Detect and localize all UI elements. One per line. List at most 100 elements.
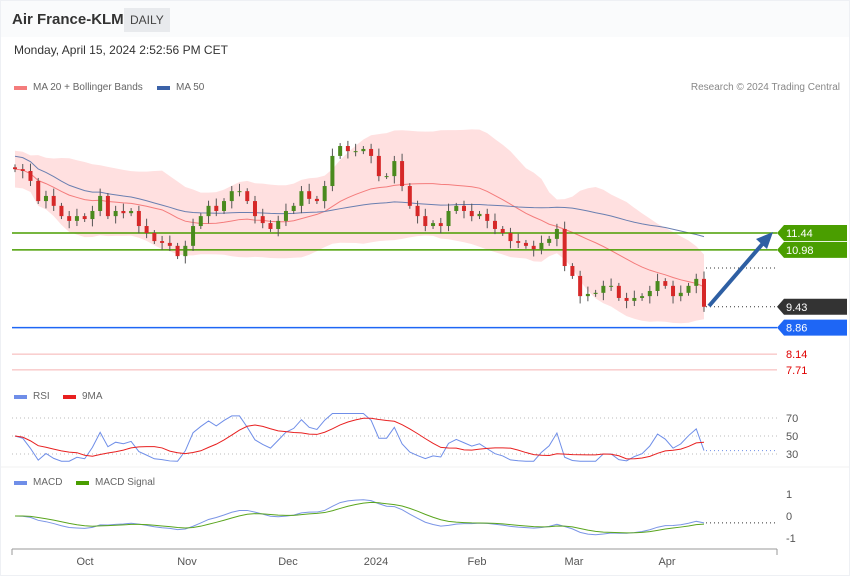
level-label-7.71: 7.71 [786,365,807,377]
legend-macd-signal-label: MACD Signal [95,477,156,488]
candle [609,285,614,287]
candle [338,146,343,156]
rsi-tick-label: 50 [786,431,798,443]
rsi-ma-line [14,417,705,460]
candle [477,213,482,217]
candle [43,195,48,202]
candle [516,241,521,243]
level-label-8.14: 8.14 [786,349,807,361]
x-tick-label: Apr [658,556,675,568]
candle [423,216,428,227]
x-tick-label: Oct [76,556,93,568]
instrument-title: Air France-KLM [12,11,124,28]
x-tick-label: Mar [565,556,584,568]
candle [105,195,110,217]
candle [415,205,420,217]
rsi-tick-label: 30 [786,449,798,461]
candle [392,161,397,177]
candle [82,216,87,220]
candle [400,161,405,187]
candle [167,242,172,246]
macd-tick-label: -1 [786,533,796,545]
candle [361,148,366,152]
level-label-10.98: 10.98 [786,245,814,257]
legend-ma50-label: MA 50 [176,82,205,93]
candle [578,275,583,297]
candle [160,241,165,243]
candle [454,205,459,211]
candle [20,169,25,171]
candle [663,281,668,286]
candle [547,238,552,243]
legend-rsi[interactable]: RSI [14,391,50,402]
candle [13,167,17,170]
candle [554,228,559,239]
legend-macd[interactable]: MACD [14,477,62,488]
candle [307,191,312,199]
candle [384,176,389,178]
candle [523,242,528,246]
x-tick-label: Dec [278,556,298,568]
legend-macd-signal[interactable]: MACD Signal [76,477,155,488]
candle [283,210,288,221]
candle [686,285,691,293]
candle [624,297,629,301]
candle [508,233,513,242]
candle [299,191,304,206]
candle [485,213,490,221]
candle [647,290,652,297]
level-label-11.44: 11.44 [786,228,813,240]
legend-ma50[interactable]: MA 50 [157,82,204,93]
candle [98,195,103,211]
candle [632,297,637,301]
candle [376,155,381,177]
candle [492,220,497,229]
candle [694,278,699,286]
candle [407,186,412,206]
period-badge[interactable]: DAILY [124,8,170,32]
candle [655,281,660,291]
ma20-swatch-icon [14,85,27,90]
level-tag-8.86 [777,319,847,336]
candle [59,205,64,217]
legend-rsi-ma[interactable]: 9MA [63,391,103,402]
candle [438,223,443,227]
candle [198,216,203,227]
ma50-line [14,155,705,238]
candle [531,245,536,250]
level-tag-11.44 [777,225,847,241]
candle [152,233,157,242]
candle [229,191,234,202]
candle [500,228,505,233]
candle [144,226,149,233]
candle [539,242,544,250]
legend-macd-label: MACD [33,477,63,488]
candle [469,210,474,217]
candle [640,296,645,298]
level-tag-9.43 [777,298,847,315]
candle [129,210,134,214]
candle [191,226,196,246]
candle [214,205,219,211]
candle [678,292,683,297]
candle [345,146,350,152]
candle [183,245,188,257]
ma50-swatch-icon [157,85,170,90]
level-tag-10.98 [777,241,847,258]
legend-rsi-label: RSI [33,391,50,402]
candle [616,285,621,298]
candle [260,216,265,224]
candle [585,293,590,297]
macd-signal-line [14,501,705,534]
candle [206,205,211,217]
candle [353,151,358,153]
level-label-9.43: 9.43 [786,302,807,314]
ma20-line [14,168,705,288]
candle [322,186,327,202]
legend-ma20[interactable]: MA 20 + Bollinger Bands [14,82,143,93]
candle [671,285,676,297]
forecast-arrow-head-icon [756,232,773,249]
candle [67,216,72,221]
